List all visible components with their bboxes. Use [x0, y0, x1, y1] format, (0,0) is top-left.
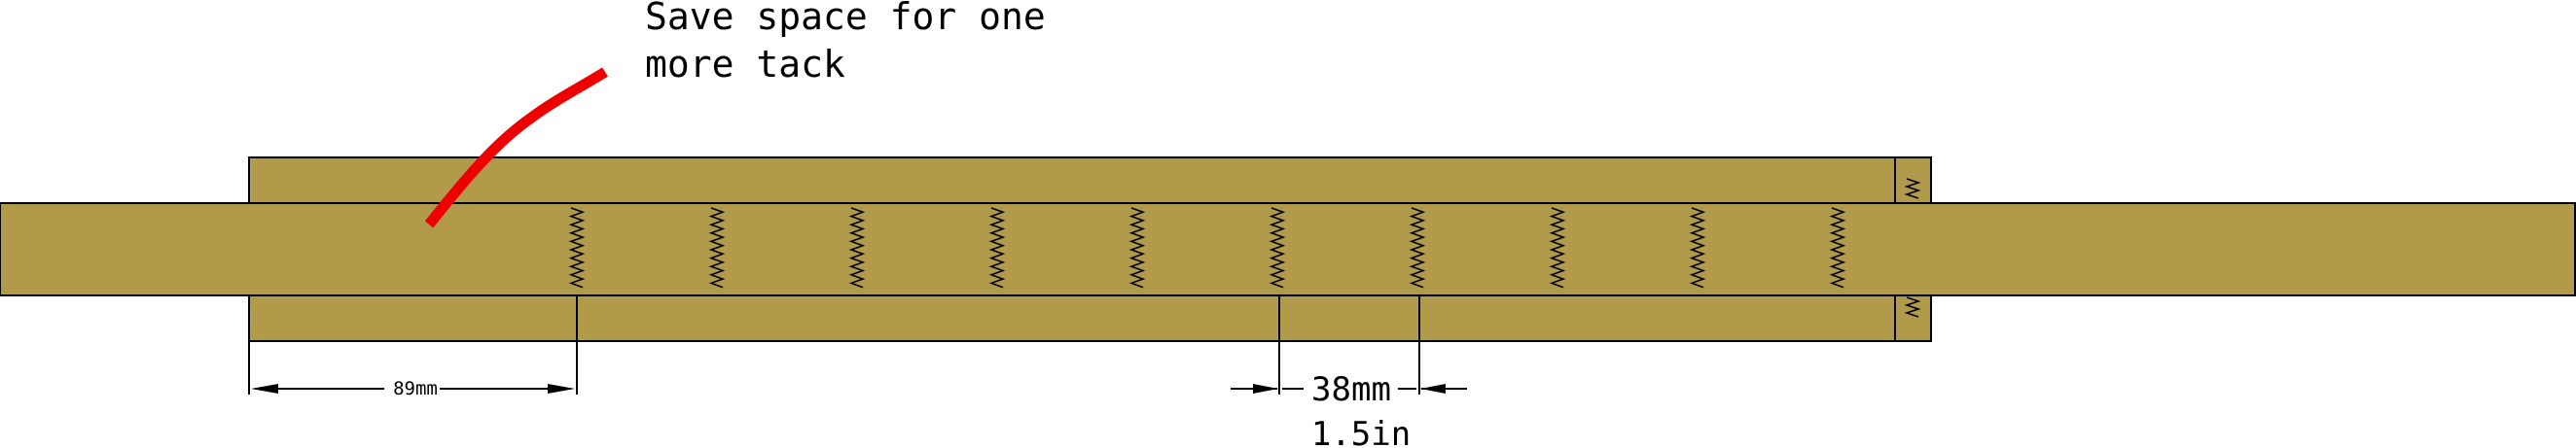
arrow-right-icon: [548, 384, 575, 394]
bar-tack-6: [1269, 207, 1286, 289]
bar-tack-2: [708, 207, 726, 289]
dimension-38mm: 38mm 1.5in: [1231, 370, 1467, 448]
bar-tack-10: [1829, 207, 1846, 289]
dimension-1-5in-label: 1.5in: [1311, 415, 1411, 448]
arrow-right-icon: [1253, 384, 1278, 394]
annotation-line-1: Save space for one: [645, 0, 1046, 38]
bar-tack-4: [988, 207, 1006, 289]
bar-tack-1: [568, 207, 586, 289]
bar-tack-7: [1409, 207, 1426, 289]
dimension-38mm-label: 38mm: [1311, 370, 1391, 409]
main-strap: [0, 202, 2576, 296]
bar-tack-8: [1549, 207, 1566, 289]
annotation-line-2: more tack: [645, 43, 845, 86]
bar-tack-5: [1128, 207, 1146, 289]
callout-pointer: [424, 67, 608, 228]
arrow-left-icon: [251, 384, 278, 394]
end-fold-stitch-top: [1904, 178, 1921, 199]
dimension-89mm: 89mm: [251, 378, 575, 399]
arrow-left-icon: [1420, 384, 1446, 394]
dimension-89mm-label: 89mm: [393, 378, 438, 399]
end-fold-stitch-bottom: [1904, 296, 1921, 318]
bar-tack-stitches: [568, 207, 1846, 289]
bar-tack-9: [1689, 207, 1706, 289]
bar-tack-3: [848, 207, 866, 289]
